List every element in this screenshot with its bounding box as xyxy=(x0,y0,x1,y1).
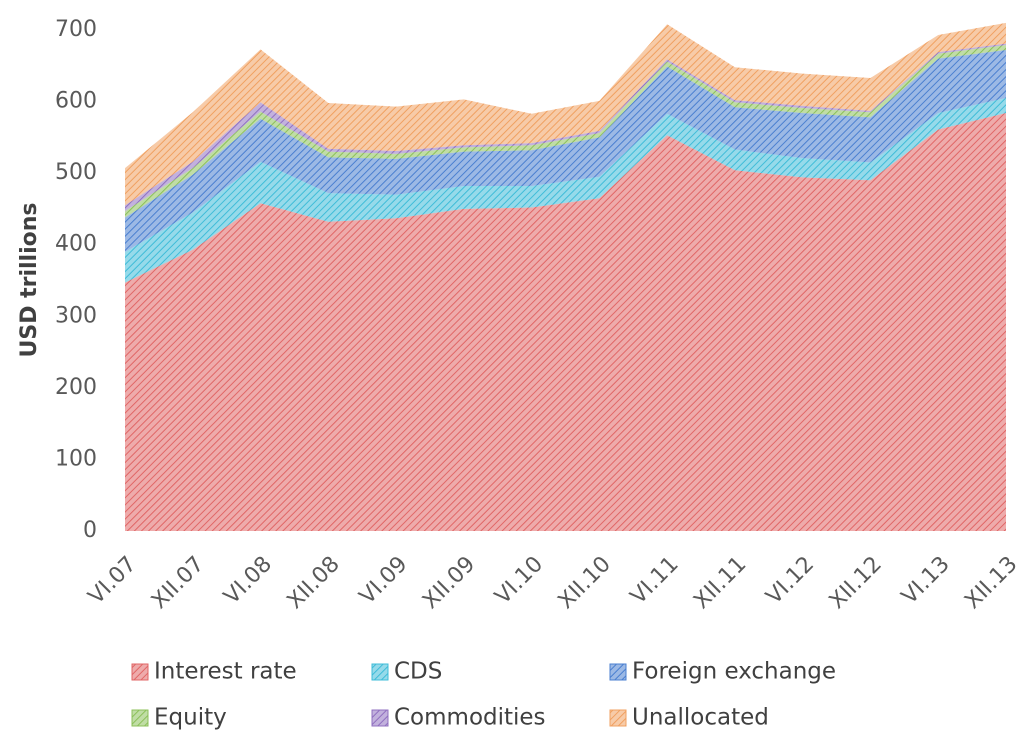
legend-label: Equity xyxy=(154,705,227,731)
area xyxy=(125,50,1006,252)
y-tick-label: 500 xyxy=(55,160,97,185)
x-tick-label: XII.08 xyxy=(283,552,345,614)
legend-label: CDS xyxy=(394,659,442,685)
y-tick-label: 400 xyxy=(55,232,97,257)
x-tick-label: VI.13 xyxy=(897,552,955,610)
area xyxy=(125,113,1006,531)
x-tick-label: VI.09 xyxy=(355,552,413,610)
y-tick-label: 700 xyxy=(55,17,97,42)
y-tick-label: 300 xyxy=(55,303,97,328)
area xyxy=(125,97,1006,283)
x-tick-label: VI.12 xyxy=(762,552,820,610)
legend-label: Foreign exchange xyxy=(632,659,836,685)
y-tick-label: 100 xyxy=(55,446,97,471)
legend-swatch xyxy=(131,663,149,681)
legend-label: Unallocated xyxy=(632,705,769,731)
legend-label: Commodities xyxy=(394,705,546,731)
x-tick-label: XII.13 xyxy=(960,552,1022,614)
x-tick-label: XII.10 xyxy=(554,552,616,614)
x-tick-label: VI.08 xyxy=(219,552,277,610)
y-tick-label: 200 xyxy=(55,375,97,400)
y-tick-label: 0 xyxy=(83,518,97,543)
x-tick-label: VI.10 xyxy=(490,552,548,610)
x-tick-label: VI.11 xyxy=(626,552,684,610)
legend-label: Interest rate xyxy=(154,659,297,685)
legend-swatch xyxy=(609,709,627,727)
legend-swatch xyxy=(131,709,149,727)
x-tick-label: VI.07 xyxy=(84,552,142,610)
x-tick-label: XII.11 xyxy=(689,552,751,614)
x-tick-label: XII.12 xyxy=(825,552,887,614)
y-axis-title: USD trillions xyxy=(17,202,42,357)
legend-swatch xyxy=(609,663,627,681)
legend-swatch xyxy=(371,709,389,727)
area xyxy=(125,22,1006,206)
y-tick-label: 600 xyxy=(55,89,97,114)
x-tick-label: XII.07 xyxy=(147,552,209,614)
legend-swatch xyxy=(371,663,389,681)
x-tick-label: XII.09 xyxy=(418,552,480,614)
